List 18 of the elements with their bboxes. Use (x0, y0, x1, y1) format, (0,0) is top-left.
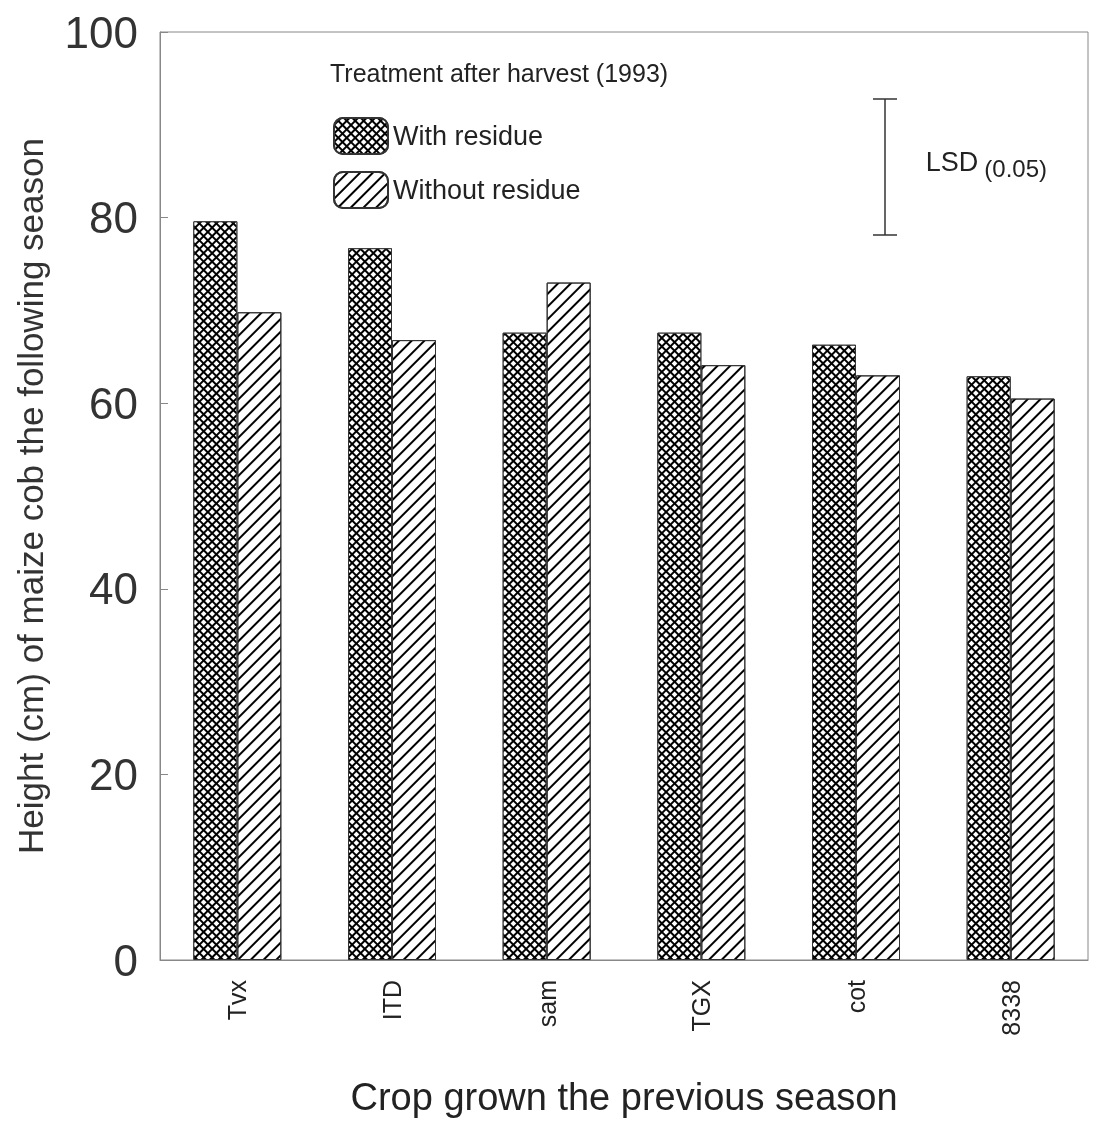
x-tick-label: TGX (687, 979, 716, 1032)
y-tick-label: 40 (89, 564, 138, 614)
legend-title: Treatment after harvest (1993) (330, 58, 669, 87)
y-axis-title: Height (cm) of maize cob the following season (11, 138, 50, 854)
y-tick-label: 20 (89, 749, 138, 799)
x-tick-label: Tvx (223, 979, 252, 1021)
y-tick-label: 60 (89, 378, 138, 428)
y-tick-label: 80 (89, 193, 138, 243)
x-tick-label: 8338 (996, 980, 1025, 1036)
x-tick-label: ITD (378, 980, 406, 1021)
y-tick-label: 0 (113, 935, 138, 985)
x-axis-title: Crop grown the previous season (350, 1076, 898, 1118)
legend-label: Without residue (393, 175, 581, 205)
y-tick-label: 100 (64, 7, 138, 57)
annotation: LSD(0.05) (925, 146, 1048, 182)
x-tick-label: sam (532, 980, 561, 1028)
x-tick-label: cot (842, 979, 870, 1014)
legend-label: With residue (393, 121, 544, 151)
